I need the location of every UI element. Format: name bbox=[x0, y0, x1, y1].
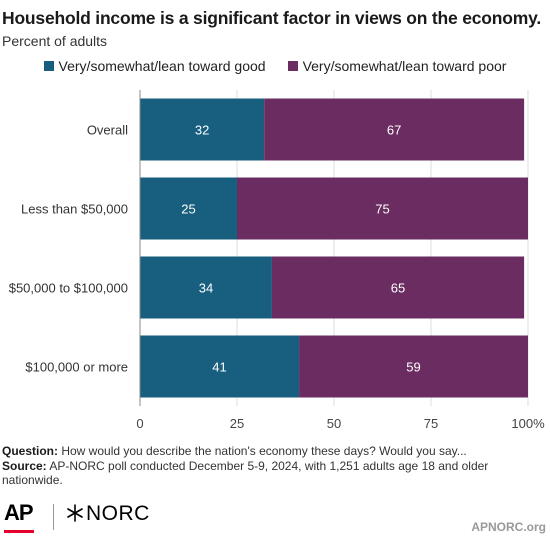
bar-segment-good bbox=[140, 177, 237, 240]
data-label: 67 bbox=[387, 123, 401, 138]
x-tick-label: 0 bbox=[136, 416, 143, 431]
footer-notes: Question: How would you describe the nat… bbox=[2, 444, 542, 488]
data-label: 34 bbox=[199, 281, 213, 296]
chart-subtitle: Percent of adults bbox=[2, 33, 108, 49]
category-label: $100,000 or more bbox=[25, 360, 128, 375]
source-text: AP-NORC poll conducted December 5-9, 202… bbox=[2, 458, 489, 488]
bar-segment-good bbox=[140, 335, 300, 398]
ap-logo-underline bbox=[4, 530, 34, 533]
bar-segment-good bbox=[140, 98, 265, 161]
chart-title: Household income is a significant factor… bbox=[2, 8, 542, 28]
norc-logo-text: NORC bbox=[86, 502, 150, 525]
legend-item-poor: Very/somewhat/lean toward poor bbox=[287, 58, 507, 74]
ap-logo: AP bbox=[4, 500, 34, 525]
legend-label-good: Very/somewhat/lean toward good bbox=[58, 58, 266, 74]
x-tick-label: 50 bbox=[327, 416, 341, 431]
bar-segment-poor bbox=[271, 256, 525, 319]
data-label: 32 bbox=[195, 123, 209, 138]
x-tick-label: 100% bbox=[511, 416, 545, 431]
data-label: 75 bbox=[375, 202, 389, 217]
bar-segment-good bbox=[140, 256, 272, 319]
legend-swatch-good bbox=[43, 61, 54, 71]
question-label: Question: bbox=[2, 444, 58, 458]
category-label: Less than $50,000 bbox=[21, 202, 128, 217]
category-label: $50,000 to $100,000 bbox=[9, 281, 128, 296]
bar-chart: 0 25 50 75 100% Overall 32 67 Less than $50,000 2… bbox=[9, 90, 545, 431]
category-label: Overall bbox=[87, 123, 128, 138]
data-label: 25 bbox=[181, 202, 195, 217]
question-text: How would you describe the nation's econ… bbox=[61, 444, 467, 458]
bar-segment-poor bbox=[264, 98, 525, 161]
legend-item-good: Very/somewhat/lean toward good bbox=[43, 58, 266, 74]
norc-logo: NORC bbox=[66, 502, 150, 526]
x-tick-label: 25 bbox=[230, 416, 244, 431]
legend-label-poor: Very/somewhat/lean toward poor bbox=[302, 58, 507, 74]
source-note: Source: AP-NORC poll conducted December … bbox=[2, 459, 542, 488]
question-note: Question: How would you describe the nat… bbox=[2, 444, 542, 459]
logo-divider bbox=[53, 504, 54, 530]
site-url: APNORC.org bbox=[471, 520, 546, 534]
data-label: 41 bbox=[212, 360, 226, 375]
bar-segment-poor bbox=[237, 177, 528, 240]
data-label: 59 bbox=[406, 360, 420, 375]
legend: Very/somewhat/lean toward good Very/some… bbox=[0, 58, 550, 74]
data-label: 65 bbox=[391, 281, 405, 296]
asterisk-icon bbox=[67, 504, 83, 522]
x-tick-label: 75 bbox=[424, 416, 438, 431]
legend-swatch-poor bbox=[287, 61, 298, 71]
bar-segment-poor bbox=[299, 335, 528, 398]
source-label: Source: bbox=[2, 458, 47, 473]
